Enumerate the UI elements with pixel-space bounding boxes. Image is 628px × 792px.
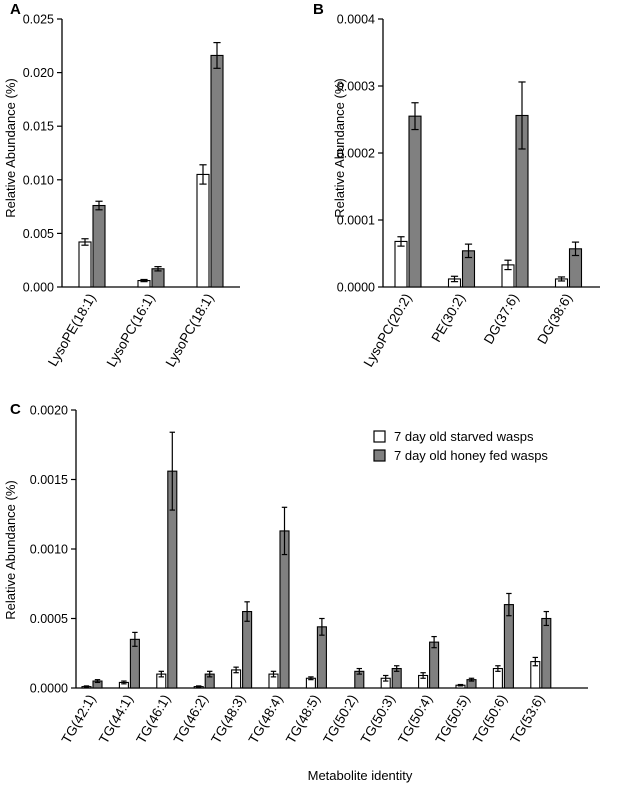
panel-c-category-label: TG(46:2) — [171, 692, 211, 746]
panel-c-category-label: TG(44:1) — [96, 692, 136, 746]
panel-c-y-tick-label: 0.0010 — [30, 543, 68, 557]
panel-a-category-label: LysoPE(18:1) — [45, 291, 99, 369]
panel-c-bar-fed — [541, 617, 552, 689]
panel-a-y-tick-label: 0.025 — [23, 13, 54, 27]
panel-a-bar-starved — [196, 173, 210, 288]
panel-a-y-tick-label: 0.010 — [23, 173, 54, 187]
legend-label-fed: 7 day old honey fed wasps — [394, 448, 548, 463]
panel-c-category-label: TG(48:4) — [246, 692, 286, 746]
panel-c-category-label: TG(48:3) — [208, 692, 248, 746]
panel-c-category-label: TG(50:2) — [320, 692, 360, 746]
panel-c-category-label: TG(50:4) — [395, 692, 435, 746]
legend-swatch-fed — [373, 449, 386, 462]
panel-a: A Relative Abundance (%) 0.000 0.005 0.010… — [3, 1, 240, 370]
panel-a-bar-fed — [92, 204, 106, 288]
panel-b-category-label: PE(30:2) — [428, 291, 468, 345]
panel-b-ylabel: Relative Abundance (%) — [332, 78, 347, 217]
panel-a-ylabel: Relative Abundance (%) — [3, 78, 18, 217]
panel-b-y-tick-label: 0.0004 — [337, 13, 375, 27]
panel-a-bar-fed — [210, 54, 224, 288]
panel-c-bar-fed — [242, 610, 253, 689]
panel-c-category-label: TG(48:5) — [283, 692, 323, 746]
panel-a-label: A — [10, 1, 21, 18]
panel-a-y-tick-label: 0.015 — [23, 120, 54, 134]
panel-c-category-label: TG(42:1) — [59, 692, 99, 746]
panel-b: B Relative Abundance (%) 0.0000 0.0001 0.0… — [313, 1, 600, 370]
panel-a-y-tick-label: 0.005 — [23, 227, 54, 241]
panel-b-y-tick-label: 0.0000 — [337, 281, 375, 295]
panel-c-category-label: TG(50:3) — [358, 692, 398, 746]
panel-b-y-tick-label: 0.0002 — [337, 147, 375, 161]
panel-c-bar-fed — [429, 641, 440, 689]
legend-swatch-starved — [373, 430, 386, 443]
legend-label-starved: 7 day old starved wasps — [394, 429, 534, 444]
panel-c-y-tick-label: 0.0000 — [30, 682, 68, 696]
panel-a-bar-starved — [78, 241, 92, 288]
panel-c-category-label: TG(50:5) — [433, 692, 473, 746]
panel-a-category-label: LysoPC(16:1) — [104, 291, 158, 370]
panel-b-bar-starved — [394, 240, 408, 288]
panel-b-y-tick-label: 0.0003 — [337, 80, 375, 94]
panel-b-y-tick-label: 0.0001 — [337, 214, 375, 228]
panel-b-category-label: DG(38:6) — [534, 291, 575, 347]
panel-b-bar-fed — [408, 115, 422, 288]
panel-c-xlabel: Metabolite identity — [308, 768, 413, 783]
panel-a-category-label: LysoPC(18:1) — [163, 291, 217, 370]
legend: 7 day old starved wasps 7 day old honey … — [373, 429, 548, 463]
panel-b-label: B — [313, 1, 324, 18]
panel-a-y-tick-label: 0.020 — [23, 66, 54, 80]
panel-c: C Relative Abundance (%) Metabolite iden… — [3, 401, 588, 783]
panel-c-y-tick-label: 0.0015 — [30, 473, 68, 487]
panel-b-category-label: DG(37:6) — [481, 291, 522, 347]
panel-c-ylabel: Relative Abundance (%) — [3, 480, 18, 619]
panel-c-category-label: TG(50:6) — [470, 692, 510, 746]
panel-b-category-label: LysoPC(20:2) — [361, 291, 415, 370]
panel-c-bar-fed — [503, 604, 514, 689]
panel-c-bar-fed — [316, 626, 327, 689]
panel-c-category-label: TG(53:6) — [507, 692, 547, 746]
panel-c-y-tick-label: 0.0005 — [30, 612, 68, 626]
panel-a-y-tick-label: 0.000 — [23, 281, 54, 295]
panel-c-label: C — [10, 401, 21, 418]
panel-c-category-label: TG(46:1) — [133, 692, 173, 746]
panel-c-y-tick-label: 0.0020 — [30, 404, 68, 418]
